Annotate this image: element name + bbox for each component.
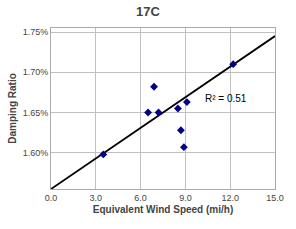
svg-text:1.75%: 1.75%	[23, 27, 49, 37]
svg-text:0.0: 0.0	[45, 193, 58, 203]
svg-text:12.0: 12.0	[221, 193, 239, 203]
svg-text:Equivalent Wind Speed (mi/h): Equivalent Wind Speed (mi/h)	[93, 204, 233, 215]
svg-text:17C: 17C	[136, 4, 160, 19]
svg-text:Damping Ratio: Damping Ratio	[7, 73, 18, 144]
svg-text:6.0: 6.0	[134, 193, 147, 203]
svg-text:1.70%: 1.70%	[23, 67, 49, 77]
svg-text:3.0: 3.0	[90, 193, 103, 203]
svg-text:1.60%: 1.60%	[23, 148, 49, 158]
svg-text:15.0: 15.0	[266, 193, 284, 203]
svg-text:9.0: 9.0	[179, 193, 192, 203]
svg-text:1.65%: 1.65%	[23, 108, 49, 118]
svg-text:R² = 0.51: R² = 0.51	[205, 93, 247, 104]
